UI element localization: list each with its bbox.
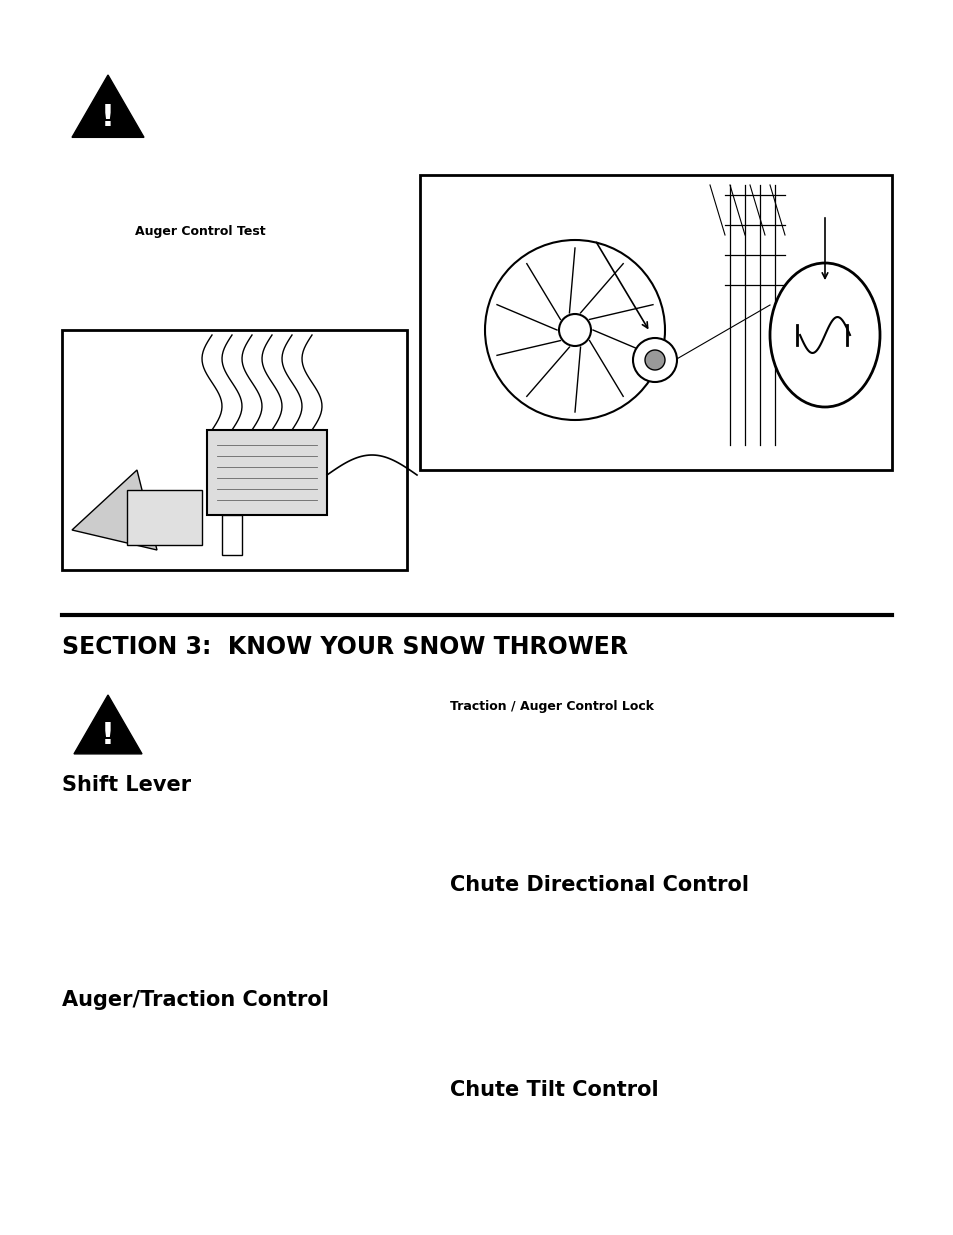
Text: Auger/Traction Control: Auger/Traction Control — [62, 990, 329, 1010]
Text: Chute Directional Control: Chute Directional Control — [450, 876, 748, 895]
FancyBboxPatch shape — [207, 430, 327, 515]
Circle shape — [484, 240, 664, 420]
FancyBboxPatch shape — [222, 515, 242, 555]
Polygon shape — [71, 75, 144, 137]
Circle shape — [558, 314, 590, 346]
Text: Shift Lever: Shift Lever — [62, 776, 191, 795]
Circle shape — [644, 350, 664, 370]
Circle shape — [633, 338, 677, 382]
Ellipse shape — [769, 263, 879, 408]
Text: !: ! — [101, 103, 114, 132]
Text: Traction / Auger Control Lock: Traction / Auger Control Lock — [450, 700, 654, 713]
FancyBboxPatch shape — [127, 490, 202, 545]
Polygon shape — [74, 695, 142, 753]
Text: !: ! — [101, 720, 114, 750]
Text: Auger Control Test: Auger Control Test — [135, 225, 265, 238]
FancyBboxPatch shape — [62, 330, 407, 571]
FancyBboxPatch shape — [419, 175, 891, 471]
Text: SECTION 3:  KNOW YOUR SNOW THROWER: SECTION 3: KNOW YOUR SNOW THROWER — [62, 635, 627, 659]
Polygon shape — [71, 471, 157, 550]
Text: Chute Tilt Control: Chute Tilt Control — [450, 1079, 658, 1100]
